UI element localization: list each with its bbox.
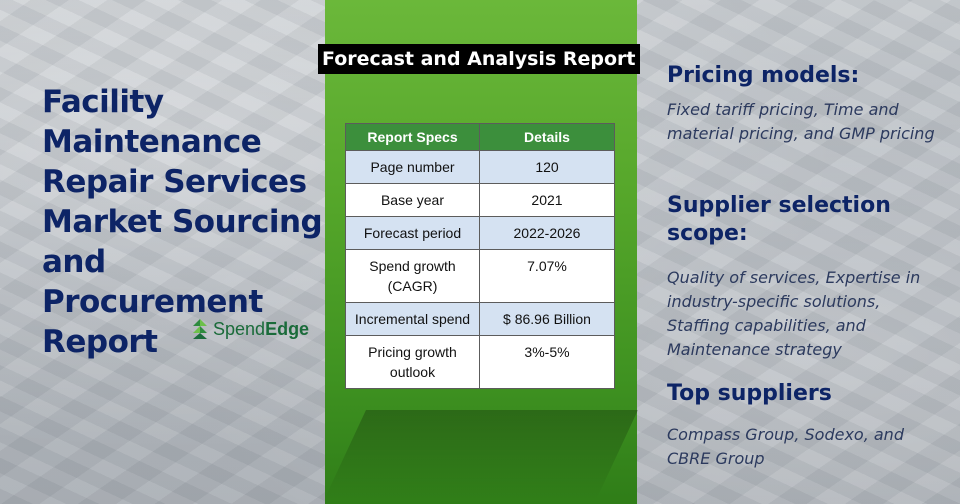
detail-cell: 2022-2026 <box>479 216 615 250</box>
top-suppliers-heading: Top suppliers <box>667 381 832 406</box>
table-row: Spend growth (CAGR) 7.07% <box>345 249 615 303</box>
spec-cell: Forecast period <box>345 216 480 250</box>
supplier-selection-heading: Supplier selection scope: <box>667 193 891 246</box>
supplier-selection-text: Quality of services, Expertise in indust… <box>667 268 921 359</box>
spec-cell: Page number <box>345 150 480 184</box>
detail-cell: $ 86.96 Billion <box>479 302 615 336</box>
table-header-row: Report Specs Details <box>345 123 615 151</box>
detail-cell: 120 <box>479 150 615 184</box>
spec-cell: Pricing growth outlook <box>345 335 480 389</box>
spendedge-logo: SpendEdge <box>190 318 309 340</box>
table-row: Incremental spend $ 86.96 Billion <box>345 302 615 336</box>
top-suppliers-text: Compass Group, Sodexo, and CBRE Group <box>667 425 904 468</box>
table-row: Page number 120 <box>345 150 615 184</box>
header-report-specs: Report Specs <box>345 123 480 151</box>
table-row: Base year 2021 <box>345 183 615 217</box>
logo-text: SpendEdge <box>213 318 310 339</box>
report-label: Forecast and Analysis Report <box>318 44 640 74</box>
spec-cell: Incremental spend <box>345 302 480 336</box>
spec-cell: Base year <box>345 183 480 217</box>
detail-cell: 2021 <box>479 183 615 217</box>
detail-cell: 7.07% <box>479 249 615 303</box>
detail-cell: 3%-5% <box>479 335 615 389</box>
table-row: Pricing growth outlook 3%-5% <box>345 335 615 389</box>
report-title: Facility Maintenance Repair Services Mar… <box>42 84 323 360</box>
spendedge-logo-icon <box>190 318 210 340</box>
table-row: Forecast period 2022-2026 <box>345 216 615 250</box>
pricing-models-heading: Pricing models: <box>667 63 860 88</box>
pricing-models-text: Fixed tariff pricing, Time and material … <box>667 100 935 143</box>
header-details: Details <box>479 123 615 151</box>
spec-cell: Spend growth (CAGR) <box>345 249 480 303</box>
report-specs-table: Report Specs Details Page number 120 Bas… <box>345 123 615 389</box>
